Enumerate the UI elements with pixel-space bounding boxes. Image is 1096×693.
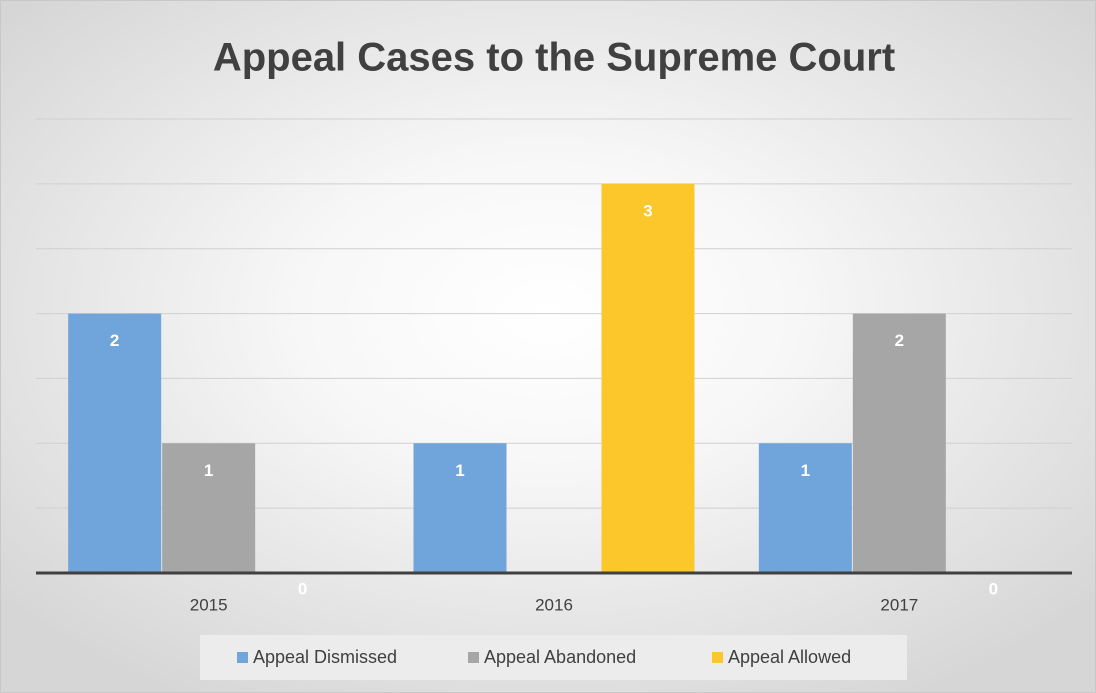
x-tick-label: 2017 — [880, 595, 918, 614]
legend-swatch — [468, 652, 479, 663]
bar — [68, 313, 162, 573]
data-label: 2 — [895, 331, 904, 350]
legend-label: Appeal Dismissed — [253, 647, 397, 667]
data-label: 1 — [204, 461, 213, 480]
x-tick-label: 2016 — [535, 595, 573, 614]
legend-label: Appeal Allowed — [728, 647, 851, 667]
legend-swatch — [237, 652, 248, 663]
data-label: 0 — [298, 579, 307, 598]
bar — [413, 443, 507, 573]
bar — [162, 443, 256, 573]
legend-swatch — [712, 652, 723, 663]
bar — [601, 183, 695, 573]
data-label: 1 — [455, 461, 464, 480]
bar — [758, 443, 852, 573]
x-tick-label: 2015 — [190, 595, 228, 614]
data-label: 0 — [989, 579, 998, 598]
data-label: 1 — [801, 461, 810, 480]
legend-label: Appeal Abandoned — [484, 647, 636, 667]
data-label: 3 — [643, 201, 652, 220]
data-label: 2 — [110, 331, 119, 350]
chart-title: Appeal Cases to the Supreme Court — [213, 36, 895, 80]
legend-box — [200, 635, 907, 680]
bar — [852, 313, 946, 573]
